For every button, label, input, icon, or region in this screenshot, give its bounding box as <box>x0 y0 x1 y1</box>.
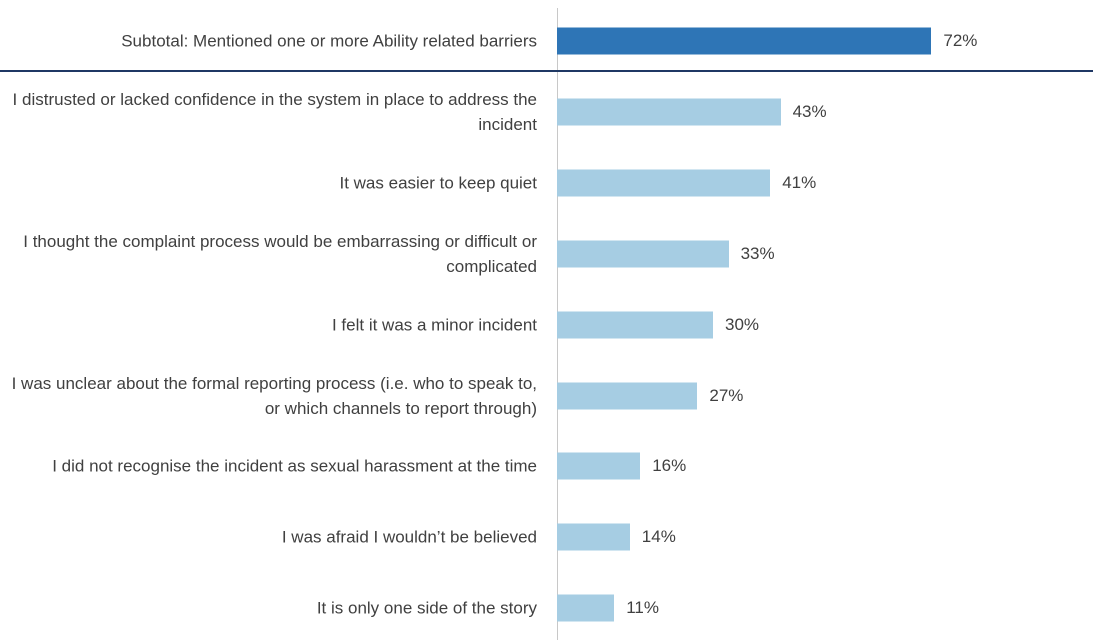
value-label: 16% <box>652 456 687 476</box>
category-label: I was unclear about the formal reporting… <box>11 373 537 418</box>
value-label: 72% <box>943 31 978 50</box>
category-label: I distrusted or lacked confidence in the… <box>12 89 537 134</box>
bar <box>557 311 713 339</box>
value-label: 14% <box>641 527 676 547</box>
category-label: I was afraid I wouldn’t be believed <box>281 527 537 547</box>
value-label: 43% <box>792 101 827 121</box>
bar <box>557 27 932 55</box>
category-label: Subtotal: Mentioned one or more Ability … <box>121 31 537 51</box>
value-label: 30% <box>725 314 760 334</box>
value-label: 11% <box>626 598 659 618</box>
bar <box>557 523 630 551</box>
value-label: 33% <box>740 243 775 263</box>
bar <box>557 594 615 622</box>
category-label: I felt it was a minor incident <box>331 315 537 335</box>
separator-line <box>0 70 1093 72</box>
category-label: It was easier to keep quiet <box>339 173 537 193</box>
bar <box>557 240 729 268</box>
category-label: It is only one side of the story <box>316 598 537 618</box>
value-label: 27% <box>709 385 744 405</box>
value-label: 41% <box>782 172 817 192</box>
bar <box>557 169 771 197</box>
bar <box>557 98 781 126</box>
bar <box>557 452 641 480</box>
bar <box>557 382 698 409</box>
category-label: I thought the complaint process would be… <box>23 231 537 276</box>
category-label: I did not recognise the incident as sexu… <box>52 456 537 476</box>
